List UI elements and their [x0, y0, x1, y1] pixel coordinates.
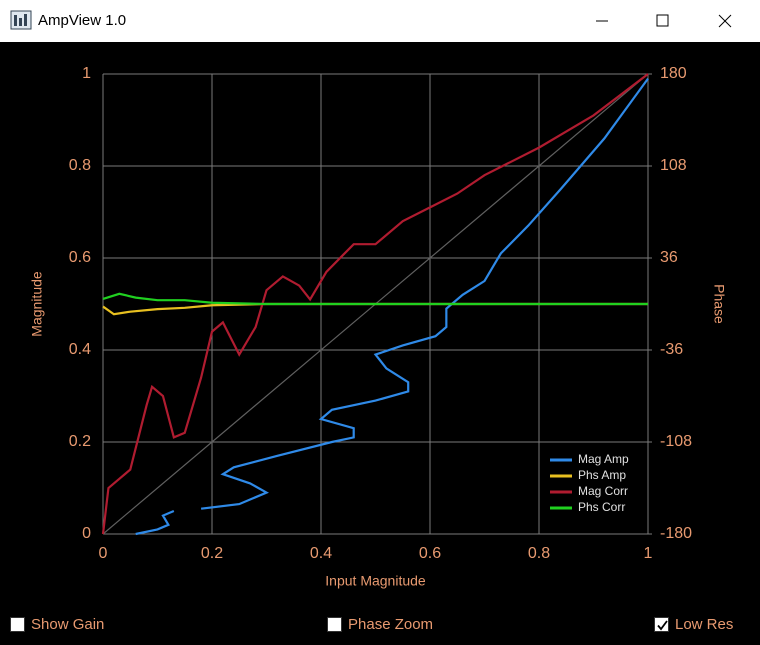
checkbox-label[interactable]: Low Res: [675, 615, 734, 633]
checkbox-box[interactable]: [654, 616, 669, 632]
maximize-button[interactable]: [656, 14, 669, 27]
legend-label: Mag Corr: [578, 484, 628, 498]
series-line: [101, 73, 649, 535]
legend-label: Mag Amp: [578, 452, 629, 466]
series-line: [102, 302, 648, 316]
y-tick-label: 0.8: [69, 157, 91, 174]
title-bar: AmpView 1.0: [0, 0, 760, 42]
chart: 0 0.2 0.4 0.6 0.8 1 0 0.2 0.4 0.6 0.8 1 -180 -108 -36 3…: [29, 65, 728, 589]
y-tick-label: 0.6: [69, 249, 91, 266]
checkbox[interactable]: Low Res: [654, 614, 733, 634]
series-line: [102, 292, 648, 306]
legend-label: Phs Amp: [578, 468, 626, 482]
y-tick-label: 0.4: [69, 341, 91, 358]
close-button[interactable]: [718, 14, 732, 28]
checkbox[interactable]: Phase Zoom: [327, 614, 433, 634]
series-line: [135, 77, 649, 536]
x-tick-label: 0.8: [528, 545, 550, 562]
y2-tick-label: -108: [660, 433, 692, 450]
y2-tick-label: -180: [660, 525, 692, 542]
y-tick-label: 0.2: [69, 433, 91, 450]
y-tick-label: 0: [82, 525, 91, 542]
check-mark: [657, 619, 668, 630]
window-buttons: [596, 14, 732, 28]
x-tick-label: 0.4: [310, 545, 332, 562]
checkbox-label[interactable]: Phase Zoom: [348, 615, 434, 633]
x-axis-label: Input Magnitude: [325, 573, 426, 589]
x-tick-label: 0.6: [419, 545, 441, 562]
window-title: AmpView 1.0: [38, 12, 127, 29]
y2-tick-label: 36: [660, 249, 678, 266]
y2-tick-label: -36: [660, 341, 683, 358]
y-axis-label: Magnitude: [29, 271, 45, 337]
y-tick-label: 1: [82, 65, 91, 82]
legend-label: Phs Corr: [578, 500, 625, 514]
app-icon: [10, 10, 32, 30]
checkbox-box[interactable]: [327, 616, 342, 632]
checkbox-label[interactable]: Show Gain: [31, 615, 105, 633]
y2-tick-label: 108: [660, 157, 687, 174]
y2-tick-label: 180: [660, 65, 687, 82]
checkbox-box[interactable]: [10, 616, 25, 632]
checkbox[interactable]: Show Gain: [10, 614, 104, 634]
y2-axis-label: Phase: [711, 284, 727, 324]
x-tick-label: 0.2: [201, 545, 223, 562]
x-tick-label: 0: [99, 545, 108, 562]
x-tick-label: 1: [644, 545, 653, 562]
